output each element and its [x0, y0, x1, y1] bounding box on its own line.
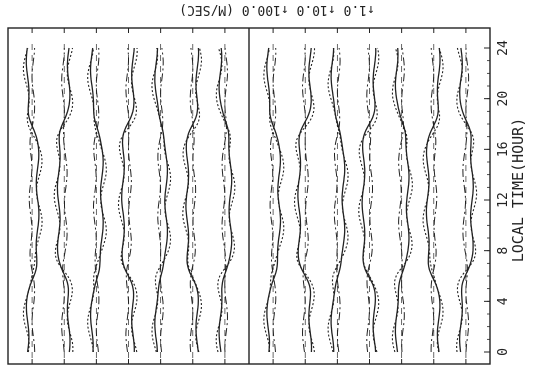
- trace-left-7-solid: [218, 47, 233, 353]
- trace-right-6-dashdot: [430, 47, 438, 352]
- x-tick-label: 16: [496, 142, 511, 158]
- x-tick-label: 24: [496, 40, 511, 56]
- x-axis-label: LOCAL TIME(HOUR): [509, 118, 527, 263]
- trace-right-7-dashdot: [462, 48, 470, 353]
- trace-right-5-solid: [394, 47, 410, 353]
- trace-lines: [22, 47, 478, 353]
- trace-left-6-solid: [185, 47, 200, 353]
- trace-right-5-dashdot: [398, 47, 405, 353]
- trace-right-2-dashdot: [301, 47, 309, 353]
- trace-left-2-dashdot: [61, 48, 68, 353]
- x-tick-label: 20: [496, 91, 511, 107]
- trace-right-6-dotted: [422, 47, 444, 353]
- trace-left-3-dashdot: [93, 47, 100, 353]
- trace-right-3-dashdot: [333, 47, 341, 353]
- trace-right-4-solid: [361, 47, 377, 353]
- trace-left-5-dashdot: [157, 47, 164, 353]
- trace-left-3-solid: [89, 47, 104, 353]
- trace-left-6-dotted: [182, 47, 203, 353]
- trace-right-4-dotted: [358, 47, 380, 353]
- trace-right-7-solid: [458, 47, 474, 353]
- trace-right-2-solid: [297, 47, 313, 353]
- trace-right-1-dashdot: [269, 47, 277, 353]
- x-tick-label: 12: [496, 192, 511, 208]
- trace-left-2-solid: [56, 47, 71, 353]
- trace-right-7-dotted: [456, 47, 478, 353]
- trace-left-2-dotted: [53, 47, 74, 353]
- x-tick-label: 8: [496, 247, 511, 255]
- x-tick-label: 0: [496, 348, 511, 356]
- trace-right-3-solid: [330, 47, 346, 352]
- x-tick-label: 4: [496, 297, 511, 305]
- header-legend-text: ↑1.0 ↑10.0 ↑100.0 (M/SEC): [179, 2, 375, 17]
- trace-left-5-solid: [154, 47, 169, 353]
- trace-right-3-dotted: [327, 47, 349, 353]
- trace-left-4-solid: [121, 47, 135, 352]
- trace-right-6-solid: [425, 47, 441, 353]
- trace-right-1-solid: [266, 47, 282, 353]
- trace-left-4-dashdot: [125, 47, 132, 353]
- trace-left-1-dashdot: [28, 47, 36, 353]
- trace-right-1-dotted: [263, 47, 285, 352]
- trace-left-1-dotted: [22, 47, 43, 353]
- trace-left-7-dashdot: [221, 47, 229, 353]
- y-ticks: [31, 28, 490, 364]
- trace-left-6-dashdot: [189, 47, 197, 353]
- trace-right-4-dashdot: [366, 47, 373, 353]
- trace-left-5-dotted: [151, 47, 172, 353]
- trace-left-4-dotted: [117, 47, 138, 353]
- tick-labels: 0 4 8 12 16 20 24: [496, 40, 511, 356]
